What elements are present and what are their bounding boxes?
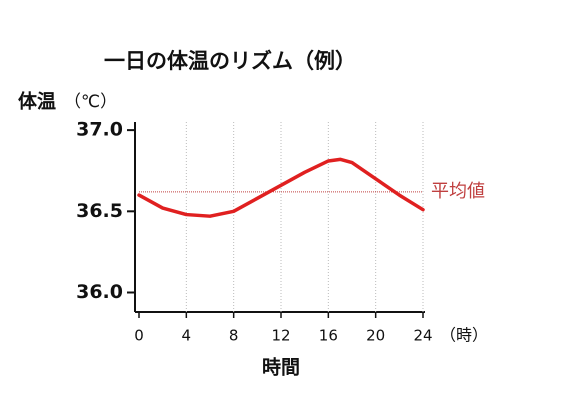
x-tick-label: 8 — [229, 327, 239, 345]
y-tick-label: 36.5 — [76, 200, 123, 222]
chart-title: 一日の体温のリズム（例） — [104, 49, 356, 73]
mean-label: 平均値 — [431, 181, 485, 202]
temperature-line — [137, 157, 425, 218]
y-unit: （℃） — [64, 92, 117, 112]
x-tick-label: 20 — [366, 327, 385, 345]
y-label: 体温 — [18, 90, 56, 113]
x-tick-label: 12 — [271, 327, 290, 345]
x-unit: （時） — [440, 326, 488, 345]
y-tick-label: 37.0 — [76, 119, 123, 141]
x-tick-label: 0 — [134, 327, 144, 345]
x-label: 時間 — [262, 357, 300, 379]
x-tick-label: 16 — [319, 327, 338, 345]
x-tick-label: 4 — [182, 327, 192, 345]
y-tick-label: 36.0 — [76, 281, 123, 303]
x-tick-label: 24 — [413, 327, 432, 345]
